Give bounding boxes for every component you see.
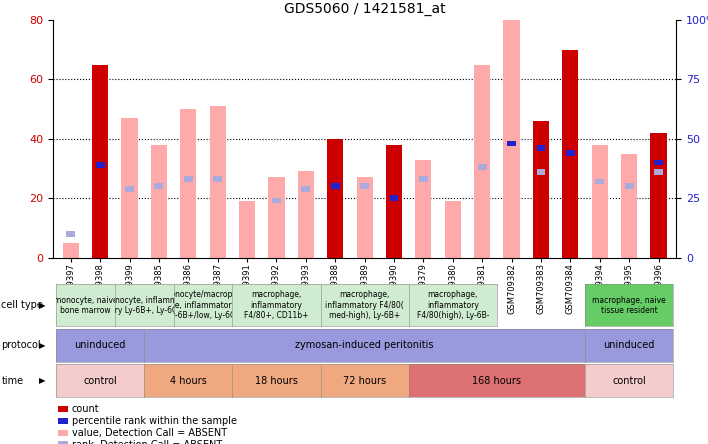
Bar (507, 141, 516, 147)
Bar (416, 159, 431, 258)
Text: 4 hours: 4 hours (170, 376, 207, 386)
Title: GDS5060 / 1421581_at: GDS5060 / 1421581_at (284, 2, 445, 16)
Bar (651, 133, 667, 258)
Bar (478, 164, 486, 170)
Text: 72 hours: 72 hours (343, 376, 386, 386)
Bar (213, 176, 222, 182)
Bar (184, 176, 193, 182)
Bar (654, 169, 663, 175)
Bar (96, 162, 105, 168)
Bar (62, 243, 79, 258)
Text: cell type: cell type (1, 300, 43, 310)
Bar (331, 183, 340, 189)
Text: macrophage,
inflammatory
F4/80+, CD11b+: macrophage, inflammatory F4/80+, CD11b+ (244, 290, 309, 320)
Bar (327, 139, 343, 258)
Bar (503, 14, 520, 258)
Bar (298, 171, 314, 258)
Legend: count, percentile rank within the sample, value, Detection Call = ABSENT, rank, : count, percentile rank within the sample… (58, 404, 236, 444)
Bar (389, 195, 399, 201)
Text: time: time (1, 376, 23, 386)
Bar (125, 186, 134, 192)
Text: monocyte, naive
bone marrow: monocyte, naive bone marrow (54, 296, 118, 315)
Bar (357, 177, 372, 258)
Bar (272, 198, 281, 203)
Bar (474, 64, 490, 258)
Text: macrophage,
inflammatory
F4/80(high), Ly-6B-: macrophage, inflammatory F4/80(high), Ly… (416, 290, 489, 320)
Text: macrophage,
inflammatory F4/80(
med-high), Ly-6B+: macrophage, inflammatory F4/80( med-high… (325, 290, 404, 320)
Bar (302, 186, 310, 192)
Text: macrophage, naive
tissue resident: macrophage, naive tissue resident (593, 296, 666, 315)
Bar (386, 145, 402, 258)
Bar (122, 118, 137, 258)
Text: control: control (612, 376, 646, 386)
Bar (67, 231, 75, 237)
Bar (181, 109, 196, 258)
Bar (621, 154, 637, 258)
Bar (592, 145, 607, 258)
Text: control: control (84, 376, 117, 386)
Bar (92, 64, 108, 258)
Bar (445, 201, 461, 258)
Text: ▶: ▶ (39, 376, 46, 385)
Text: ▶: ▶ (39, 341, 46, 350)
Bar (239, 201, 255, 258)
Text: 18 hours: 18 hours (255, 376, 298, 386)
Bar (210, 106, 226, 258)
Text: uninduced: uninduced (74, 340, 126, 350)
Bar (566, 150, 575, 156)
Text: ▶: ▶ (39, 301, 46, 310)
Bar (360, 183, 369, 189)
Bar (154, 183, 164, 189)
Text: zymosan-induced peritonitis: zymosan-induced peritonitis (295, 340, 434, 350)
Text: monocyte/macropha
ge, inflammatory
Ly-6B+/low, Ly-6G-: monocyte/macropha ge, inflammatory Ly-6B… (164, 290, 242, 320)
Bar (654, 159, 663, 166)
Bar (268, 177, 285, 258)
Text: protocol: protocol (1, 340, 41, 350)
Bar (533, 121, 549, 258)
Text: 168 hours: 168 hours (472, 376, 521, 386)
Bar (624, 183, 634, 189)
Bar (419, 176, 428, 182)
Text: monocyte, inflammat
ory Ly-6B+, Ly-6G: monocyte, inflammat ory Ly-6B+, Ly-6G (103, 296, 185, 315)
Bar (537, 169, 545, 175)
Text: uninduced: uninduced (603, 340, 655, 350)
Bar (595, 178, 604, 184)
Bar (537, 145, 545, 151)
Bar (151, 145, 167, 258)
Bar (562, 50, 578, 258)
